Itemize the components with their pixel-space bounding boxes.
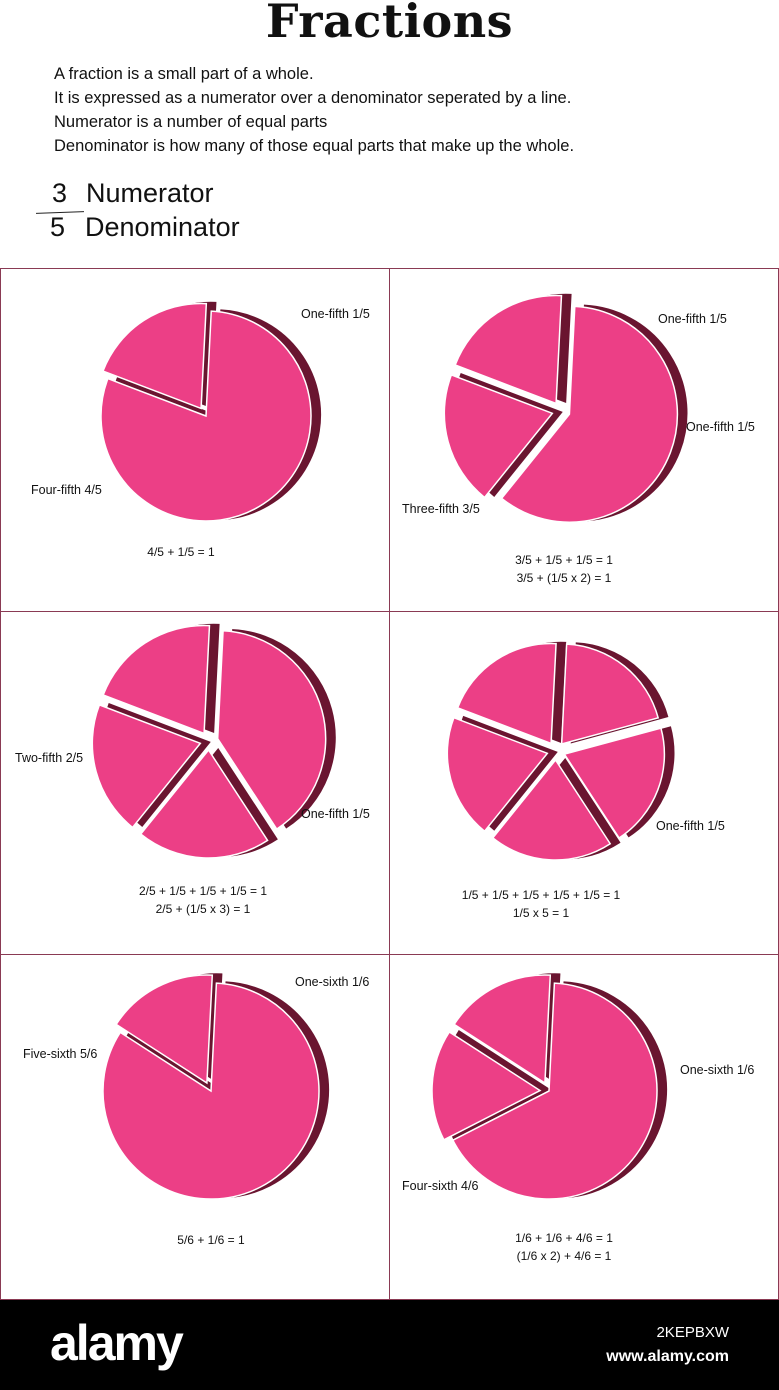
- equation-line: 3/5 + (1/5 x 2) = 1: [516, 571, 612, 585]
- pie-label: One-fifth 1/5: [658, 312, 727, 326]
- panel-four-sixths: Four-sixth 4/6 One-sixth 1/6 1/6 + 1/6 +…: [389, 954, 779, 1300]
- intro-line: Denominator is how many of those equal p…: [54, 137, 575, 155]
- pie-label: Three-fifth 3/5: [402, 502, 480, 516]
- pie-label: Four-fifth 4/5: [31, 483, 102, 497]
- pie-label: One-fifth 1/5: [301, 807, 370, 821]
- pie-slice: [500, 305, 679, 523]
- pie-label: One-fifth 1/5: [686, 420, 755, 434]
- equation-line: 1/6 + 1/6 + 4/6 = 1: [515, 1231, 613, 1245]
- image-code: 2KEPBXW: [656, 1324, 729, 1341]
- pie-slice: [563, 727, 666, 839]
- pie-slice: [451, 982, 658, 1200]
- site-url: www.alamy.com: [606, 1348, 729, 1365]
- pie-chart: [431, 973, 668, 1200]
- equation-block: 4/5 + 1/5 = 1: [0, 543, 375, 561]
- panel-five-fifths: One-fifth 1/5 1/5 + 1/5 + 1/5 + 1/5 + 1/…: [389, 611, 779, 955]
- intro-text: A fraction is a small part of a whole. I…: [54, 62, 574, 158]
- pie-slice: [216, 629, 327, 831]
- pie-chart: [100, 301, 322, 522]
- equation-block: 1/5 + 1/5 + 1/5 + 1/5 + 1/5 = 1 1/5 x 5 …: [347, 886, 735, 922]
- equation-line: 4/5 + 1/5 = 1: [147, 545, 215, 559]
- equation-block: 3/5 + 1/5 + 1/5 = 1 3/5 + (1/5 x 2) = 1: [370, 551, 758, 587]
- equation-line: 1/5 x 5 = 1: [512, 906, 570, 920]
- pie-chart: [446, 641, 675, 861]
- intro-line: Numerator is a number of equal parts: [54, 113, 328, 131]
- example-denominator-label: Denominator: [85, 212, 240, 242]
- equation-line: 3/5 + 1/5 + 1/5 = 1: [515, 553, 613, 567]
- pie-slice: [560, 643, 660, 745]
- pie-slice: [431, 1030, 542, 1141]
- pie-slice: [456, 642, 557, 745]
- pie-slice: [102, 982, 320, 1200]
- equation-block: 5/6 + 1/6 = 1: [17, 1231, 405, 1249]
- brand-logo: alamy: [50, 1315, 184, 1371]
- equation-line: 1/5 + 1/5 + 1/5 + 1/5 + 1/5 = 1: [461, 888, 621, 902]
- pie-slice: [100, 310, 312, 522]
- pie-slice: [454, 294, 563, 405]
- footer-bar: alamy 2KEPBXW www.alamy.com: [0, 1300, 779, 1390]
- intro-line: It is expressed as a numerator over a de…: [54, 89, 572, 107]
- pie-label: One-fifth 1/5: [656, 819, 725, 833]
- example-numerator: 3: [52, 178, 68, 208]
- pie-label: Five-sixth 5/6: [23, 1047, 98, 1061]
- pie-chart: [91, 623, 336, 859]
- pie-slice: [102, 624, 211, 735]
- pie-slice: [91, 703, 202, 829]
- pie-label: One-sixth 1/6: [680, 1063, 755, 1077]
- example-numerator-label: Numerator: [86, 178, 214, 208]
- pie-slice: [115, 974, 214, 1085]
- panel-two-fifths: Two-fifth 2/5 One-fifth 1/5 2/5 + 1/5 + …: [0, 611, 390, 955]
- equation-line: (1/6 x 2) + 4/6 = 1: [516, 1249, 612, 1263]
- equation-block: 1/6 + 1/6 + 4/6 = 1 (1/6 x 2) + 4/6 = 1: [370, 1229, 758, 1265]
- equation-line: 2/5 + (1/5 x 3) = 1: [155, 902, 251, 916]
- pie-label: One-fifth 1/5: [301, 307, 370, 321]
- pie-slice: [446, 716, 549, 833]
- equation-line: 5/6 + 1/6 = 1: [177, 1233, 245, 1247]
- pie-slice: [139, 748, 269, 859]
- pie-slice: [491, 758, 612, 861]
- pie-chart: [102, 973, 330, 1200]
- pie-label: Four-sixth 4/6: [402, 1179, 479, 1193]
- pie-label: One-sixth 1/6: [295, 975, 370, 989]
- panel-three-fifths: Three-fifth 3/5 One-fifth 1/5 One-fifth …: [389, 268, 779, 612]
- pie-chart: [443, 293, 688, 523]
- panel-four-fifths: Four-fifth 4/5 One-fifth 1/5 4/5 + 1/5 =…: [0, 268, 390, 612]
- example-denominator: 5: [50, 212, 66, 242]
- equation-line: 2/5 + 1/5 + 1/5 + 1/5 = 1: [138, 884, 268, 898]
- page-title: Fractions: [265, 0, 514, 48]
- pie-slice: [453, 974, 552, 1085]
- pie-slice: [443, 373, 554, 499]
- equation-block: 2/5 + 1/5 + 1/5 + 1/5 = 1 2/5 + (1/5 x 3…: [9, 882, 397, 918]
- pie-slice: [101, 302, 208, 410]
- intro-line: A fraction is a small part of a whole.: [54, 65, 314, 83]
- pie-label: Two-fifth 2/5: [15, 751, 84, 765]
- panel-five-sixths: Five-sixth 5/6 One-sixth 1/6 5/6 + 1/6 =…: [0, 954, 390, 1300]
- fraction-example: 3 Numerator 5 Denominator: [35, 178, 336, 248]
